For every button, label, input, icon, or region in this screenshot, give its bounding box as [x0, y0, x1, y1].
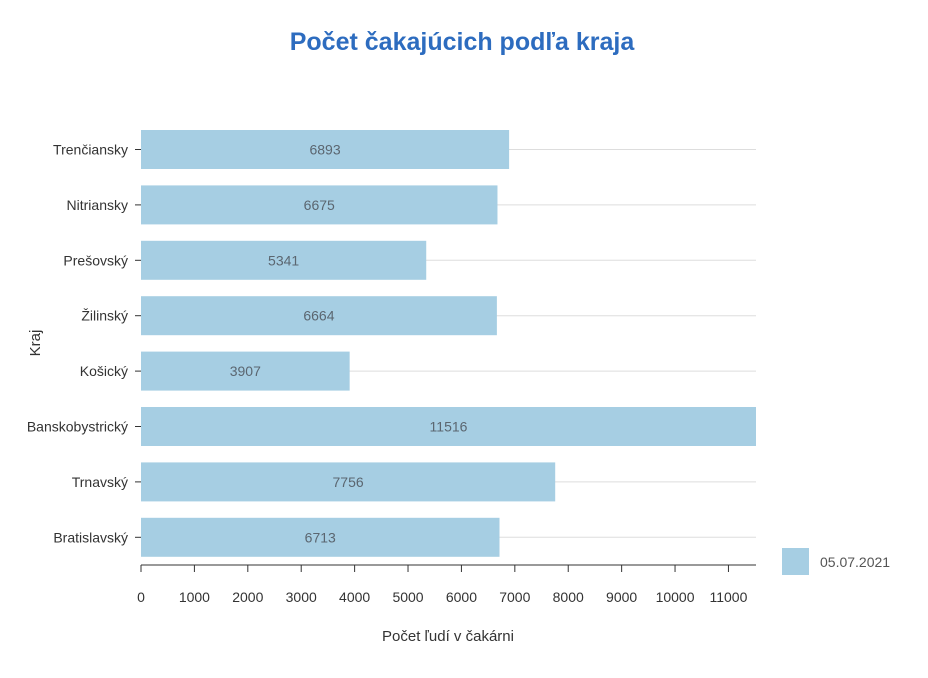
bar[interactable]	[141, 296, 497, 336]
legend-label: 05.07.2021	[820, 554, 890, 570]
bar-value-label: 11516	[430, 419, 468, 435]
bar-value-label: 6893	[309, 142, 340, 158]
bars: 6893 6675 5341 6664 3907 11516 7756 6713	[141, 130, 756, 557]
bar-value-label: 6675	[304, 197, 335, 213]
bar[interactable]	[141, 130, 510, 169]
legend-swatch	[782, 548, 809, 575]
bar[interactable]	[141, 185, 498, 225]
y-tick-label: Trnavský	[72, 474, 128, 490]
axes: 0 1000 2000 3000 4000 5000 6000 7000 8000 9000 100…	[27, 142, 756, 645]
x-tick-label: 1000	[179, 589, 210, 605]
x-tick-label: 7000	[499, 589, 530, 605]
x-tick-label: 3000	[286, 589, 317, 605]
y-tick-label: Prešovský	[63, 252, 128, 268]
x-axis-title: Počet ľudí v čakárni	[382, 628, 514, 645]
x-tick-label: 8000	[553, 589, 584, 605]
y-tick-label: Banskobystrický	[27, 419, 128, 435]
bar[interactable]	[141, 407, 756, 446]
x-tick-label: 2000	[232, 589, 263, 605]
y-tick-label: Trenčiansky	[53, 142, 128, 158]
legend[interactable]: 05.07.2021	[782, 548, 890, 575]
bar[interactable]	[141, 462, 556, 502]
y-tick-label: Bratislavský	[53, 529, 128, 545]
bar[interactable]	[141, 351, 350, 391]
x-tick-label: 11000	[709, 589, 747, 605]
bar-value-label: 5341	[268, 252, 299, 268]
bar[interactable]	[141, 517, 500, 557]
y-tick-label: Nitriansky	[67, 197, 128, 213]
y-tick-label: Žilinský	[81, 308, 128, 324]
x-tick-label: 9000	[606, 589, 637, 605]
bar-value-label: 6713	[305, 529, 336, 545]
x-tick-label: 10000	[656, 589, 695, 605]
y-tick-label: Košický	[80, 363, 128, 379]
bar-value-label: 6664	[303, 308, 334, 324]
bar-value-label: 7756	[333, 474, 364, 490]
x-axis-ticks: 0 1000 2000 3000 4000 5000 6000 7000 8000 9000 100…	[137, 565, 748, 605]
y-axis-title: Kraj	[27, 330, 44, 357]
x-tick-label: 0	[137, 589, 145, 605]
x-tick-label: 4000	[339, 589, 370, 605]
chart-title: Počet čakajúcich podľa kraja	[289, 28, 635, 56]
y-axis-ticks: Trenčiansky Nitriansky Prešovský Žilinský Ko…	[27, 142, 141, 545]
x-tick-label: 6000	[446, 589, 477, 605]
bar[interactable]	[141, 240, 427, 280]
x-tick-label: 5000	[392, 589, 423, 605]
bar-value-label: 3907	[230, 363, 261, 379]
